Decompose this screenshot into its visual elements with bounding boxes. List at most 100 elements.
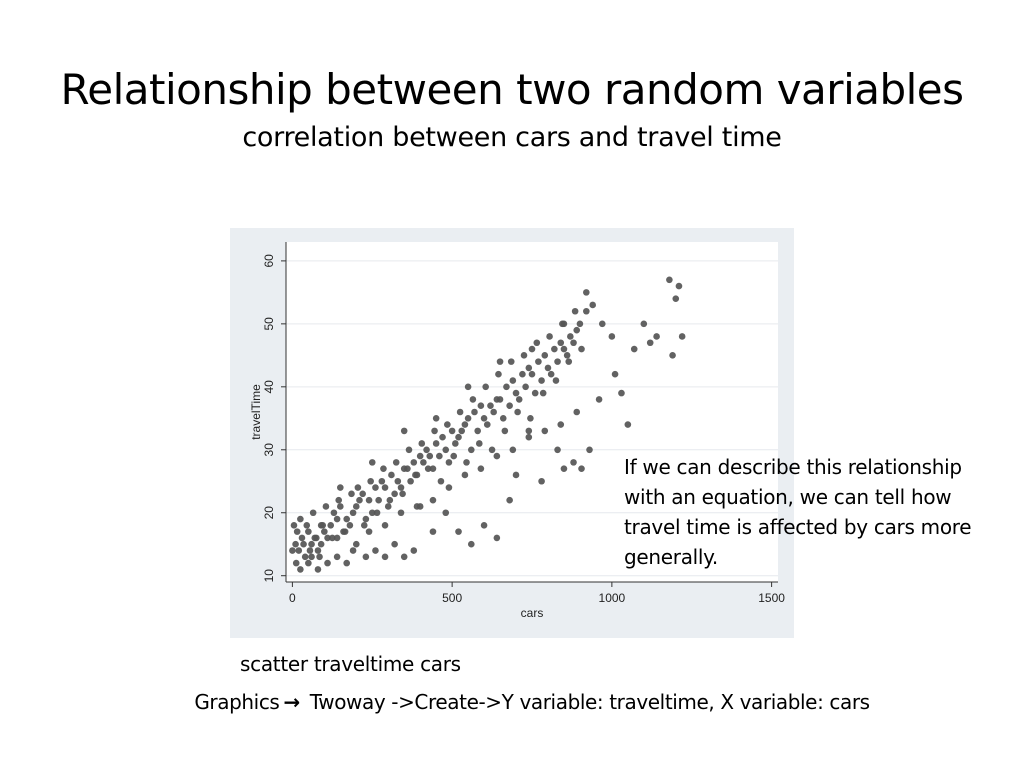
scatter-point [565, 358, 573, 365]
scatter-point [309, 509, 317, 517]
scatter-point [416, 452, 424, 460]
scatter-point [424, 465, 432, 472]
scatter-point [509, 377, 517, 384]
scatter-point [341, 528, 349, 535]
scatter-point [293, 528, 301, 535]
scatter-point [578, 345, 585, 353]
scatter-point [467, 540, 475, 548]
scatter-point [520, 352, 528, 359]
scatter-point [570, 459, 577, 466]
scatter-point [295, 547, 303, 554]
scatter-point [426, 452, 434, 460]
scatter-point [352, 540, 360, 548]
scatter-point [418, 440, 426, 447]
scatter-point [300, 540, 307, 548]
scatter-point [360, 522, 368, 529]
scatter-point [448, 427, 456, 435]
scatter-point [399, 490, 406, 498]
scatter-point [560, 465, 568, 472]
scatter-point [595, 396, 603, 403]
scatter-point [305, 528, 312, 535]
scatter-point [495, 370, 502, 378]
scatter-point [373, 509, 381, 517]
scatter-point [381, 553, 389, 561]
scatter-point [380, 465, 387, 472]
scatter-point [515, 396, 523, 403]
scatter-point [290, 522, 298, 529]
grid-layer [286, 260, 778, 577]
scatter-point [525, 433, 533, 441]
scatter-point [474, 427, 481, 435]
scatter-point [539, 389, 547, 397]
scatter-point [477, 402, 485, 410]
scatter-point [589, 301, 597, 309]
scatter-point [306, 547, 314, 554]
scatter-point [333, 534, 341, 542]
scatter-point [456, 408, 464, 416]
scatter-point [538, 477, 545, 485]
scatter-point [557, 421, 565, 428]
scatter-point [455, 433, 462, 441]
scatter-point [506, 496, 513, 504]
scatter-point [477, 465, 485, 472]
y-tick-label: 50 [262, 317, 276, 331]
scatter-point [303, 522, 311, 529]
scatter-point [576, 320, 584, 328]
scatter-point [544, 364, 552, 372]
scatter-point [522, 383, 529, 391]
scatter-point [640, 320, 648, 328]
scatter-point [297, 566, 304, 573]
scatter-point [343, 515, 351, 523]
scatter-point [488, 446, 496, 454]
scatter-point [359, 490, 366, 498]
scatter-point [356, 496, 363, 504]
scatter-point [400, 553, 408, 561]
y-axis-label: travelTime [249, 384, 263, 440]
plot-area [286, 242, 778, 582]
scatter-point [507, 358, 515, 365]
scatter-point [333, 515, 341, 523]
scatter-point [573, 326, 581, 334]
scatter-point [525, 427, 533, 435]
scatter-point [487, 402, 494, 410]
scatter-point [458, 427, 466, 435]
scatter-point [429, 496, 437, 504]
scatter-point [598, 320, 606, 328]
scatter-point [442, 446, 450, 454]
scatter-point [298, 534, 306, 542]
scatter-point [362, 515, 370, 523]
scatter-point [365, 496, 373, 504]
scatter-point [480, 522, 488, 529]
scatter-point [541, 427, 549, 435]
scatter-point [547, 370, 555, 378]
scatter-point [313, 534, 320, 542]
scatter-point [368, 459, 376, 466]
scatter-point [567, 333, 574, 340]
scatter-point [552, 377, 560, 384]
scatter-point [335, 496, 343, 504]
scatter-point [305, 559, 312, 567]
scatter-point [400, 427, 408, 435]
scatter-point [480, 414, 488, 422]
scatter-point [506, 402, 513, 410]
scatter-point [527, 414, 534, 422]
scatter-point [436, 452, 443, 460]
scatter-point [471, 408, 478, 416]
x-tick-label: 1500 [758, 591, 785, 605]
scatter-point [563, 352, 571, 359]
scatter-point [429, 465, 437, 472]
scatter-point [554, 446, 561, 454]
scatter-point [535, 358, 542, 365]
scatter-point [528, 345, 536, 353]
scatter-point [372, 547, 379, 554]
scatter-point [319, 522, 327, 529]
scatter-point [365, 528, 373, 535]
scatter-point [493, 534, 501, 542]
scatter-point [611, 370, 619, 378]
scatter-point [375, 496, 382, 504]
scatter-point [410, 459, 418, 466]
scatter-point [391, 490, 398, 498]
x-tick-label: 1000 [599, 591, 626, 605]
scatter-point [381, 484, 389, 491]
scatter-point [608, 333, 616, 340]
